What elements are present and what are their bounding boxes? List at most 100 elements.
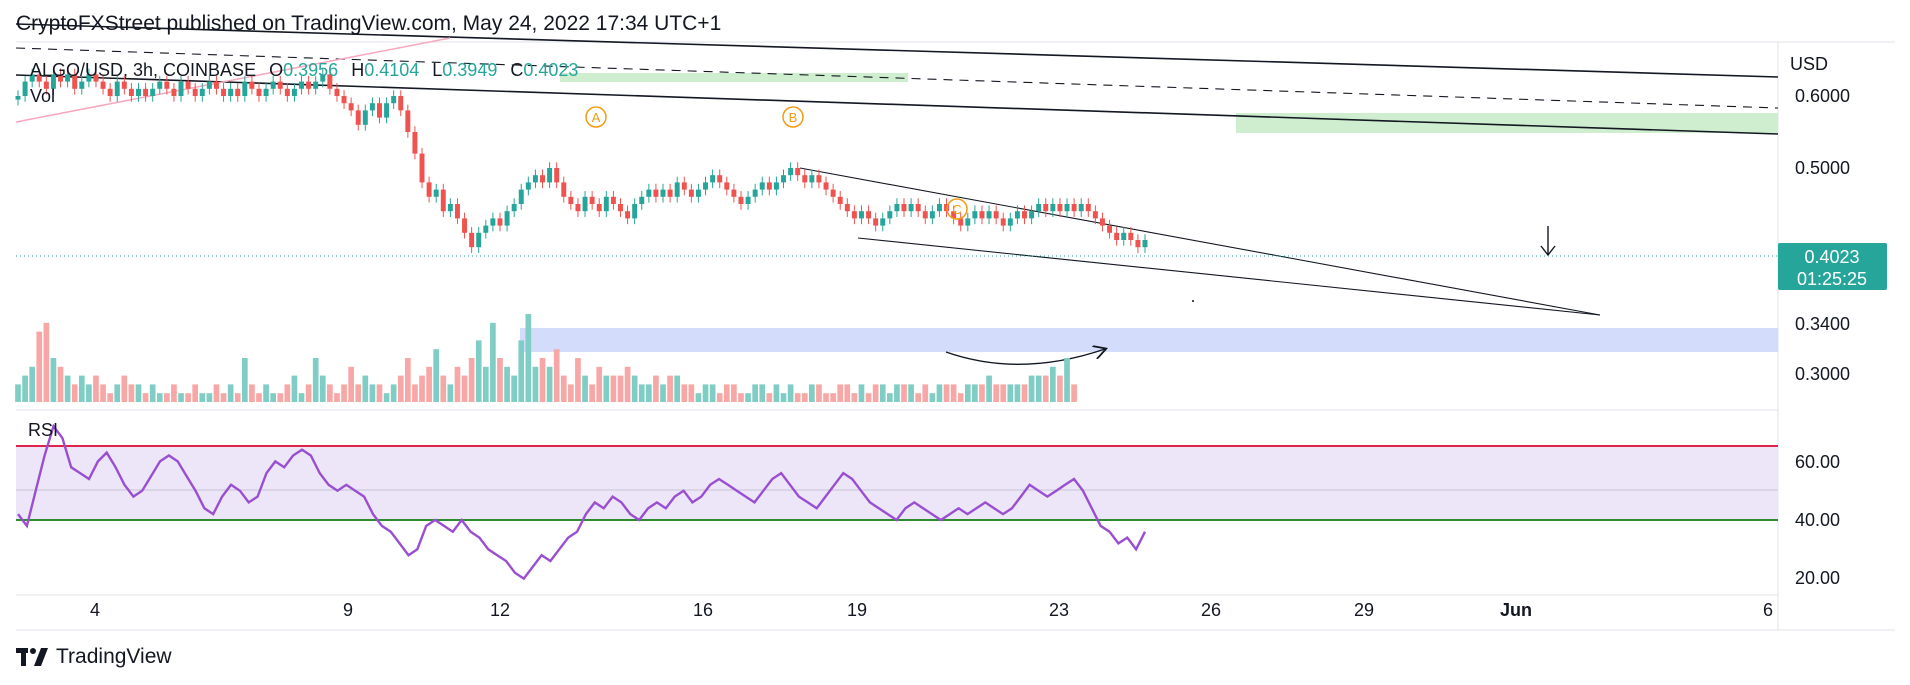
candle-body bbox=[773, 182, 779, 190]
candle-body bbox=[313, 81, 319, 89]
volume-bar bbox=[972, 384, 978, 402]
candle-body bbox=[880, 218, 886, 226]
tradingview-logo-icon bbox=[16, 648, 48, 666]
candle-body bbox=[561, 182, 567, 197]
volume-bar bbox=[950, 384, 957, 402]
x-tick: Jun bbox=[1500, 600, 1532, 620]
x-tick: 4 bbox=[90, 600, 100, 620]
price-tick: 0.3000 bbox=[1795, 364, 1850, 384]
volume-bar bbox=[277, 393, 284, 402]
volume-bar bbox=[227, 384, 234, 402]
volume-bar bbox=[957, 393, 964, 402]
candle-body bbox=[157, 81, 163, 89]
candle-body bbox=[150, 88, 156, 96]
candle-body bbox=[213, 81, 219, 89]
candle-body bbox=[327, 74, 333, 89]
candle-body bbox=[299, 81, 305, 89]
volume-bar bbox=[433, 349, 440, 402]
volume-bar bbox=[830, 393, 836, 402]
volume-bar bbox=[57, 366, 64, 402]
volume-bar bbox=[844, 384, 851, 402]
candle-body bbox=[384, 103, 390, 118]
volume-bar bbox=[43, 322, 50, 402]
candle-body bbox=[710, 175, 716, 183]
volume-bar bbox=[199, 393, 206, 402]
volume-bar bbox=[901, 384, 907, 402]
down-arrow-icon bbox=[1540, 245, 1556, 257]
candle-body bbox=[653, 189, 659, 197]
volume-bar bbox=[1064, 358, 1070, 402]
candle-body bbox=[50, 74, 56, 89]
volume-bar bbox=[653, 375, 659, 402]
candle-body bbox=[93, 74, 99, 82]
candle-body bbox=[603, 196, 609, 212]
candle-body bbox=[334, 88, 340, 96]
volume-bar bbox=[461, 375, 468, 402]
candle-body bbox=[1071, 204, 1077, 212]
volume-bar bbox=[164, 393, 170, 402]
candle-body bbox=[1121, 232, 1127, 240]
candle-body bbox=[688, 189, 694, 197]
candle-body bbox=[263, 88, 269, 96]
candle-body bbox=[1114, 232, 1120, 240]
price-tick: 0.6000 bbox=[1795, 86, 1850, 106]
volume-bar bbox=[539, 358, 546, 402]
candle-body bbox=[795, 168, 801, 176]
x-tick: 9 bbox=[343, 600, 353, 620]
candle-body bbox=[320, 74, 326, 82]
candle-body bbox=[65, 74, 71, 82]
volume-bar bbox=[376, 384, 383, 402]
candle-body bbox=[915, 204, 921, 212]
volume-bar bbox=[1035, 375, 1042, 402]
candle-body bbox=[504, 211, 510, 226]
candle-body bbox=[901, 204, 907, 212]
volume-bar bbox=[362, 375, 369, 402]
volume-bars bbox=[15, 314, 1077, 402]
svg-text:0.4023: 0.4023 bbox=[1804, 247, 1859, 267]
volume-bar bbox=[837, 384, 844, 402]
tradingview-brand: TradingView bbox=[56, 645, 172, 668]
volume-bar bbox=[610, 375, 617, 402]
candle-body bbox=[788, 168, 794, 176]
volume-bar bbox=[858, 384, 865, 402]
volume-bar bbox=[206, 393, 213, 402]
volume-bar bbox=[986, 375, 992, 402]
volume-bar bbox=[234, 393, 241, 402]
candle-body bbox=[462, 218, 468, 233]
candle-body bbox=[965, 218, 971, 226]
volume-bar bbox=[745, 393, 751, 402]
tradingview-logo[interactable]: TradingView bbox=[16, 645, 172, 669]
candle-body bbox=[362, 110, 368, 125]
volume-bar bbox=[71, 384, 78, 402]
candle-body bbox=[823, 182, 829, 190]
volume-bar bbox=[482, 366, 489, 402]
candle-body bbox=[540, 175, 545, 183]
volume-bar bbox=[284, 384, 291, 402]
volume-bar bbox=[688, 384, 695, 402]
volume-bar bbox=[809, 384, 815, 402]
volume-bar bbox=[553, 349, 560, 402]
candle-body bbox=[681, 182, 687, 190]
volume-bar bbox=[171, 384, 177, 402]
candle-body bbox=[228, 88, 234, 96]
candle-body bbox=[547, 168, 553, 183]
candle-body bbox=[1078, 204, 1084, 212]
candle-body bbox=[107, 88, 113, 96]
volume-bar bbox=[617, 375, 624, 402]
candle-body bbox=[405, 110, 411, 132]
candle-body bbox=[1043, 204, 1049, 212]
candle-body bbox=[1000, 218, 1006, 226]
volume-bar bbox=[121, 375, 128, 402]
candle-body bbox=[766, 182, 772, 190]
volume-bar bbox=[447, 384, 454, 402]
volume-bar bbox=[1007, 384, 1014, 402]
x-tick: 23 bbox=[1049, 600, 1069, 620]
candle-body bbox=[391, 96, 397, 104]
candle-body bbox=[377, 103, 382, 118]
candle-body bbox=[632, 204, 638, 219]
candle-body bbox=[589, 196, 595, 204]
volume-bar bbox=[752, 384, 758, 402]
volume-bar bbox=[1050, 366, 1056, 402]
svg-text:01:25:25: 01:25:25 bbox=[1797, 269, 1867, 289]
